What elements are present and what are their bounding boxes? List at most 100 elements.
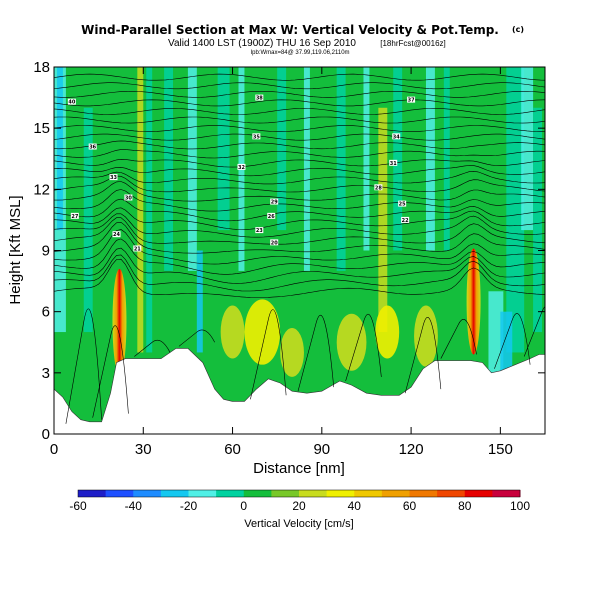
colorbar-tick-label: 20 [292,499,306,513]
colorbar-frame [77,489,521,498]
velocity-band [83,107,93,333]
chart-subtitle-note: [18hrFcst@0016z] [380,39,445,48]
contour-label-box [270,239,279,246]
contour-label-box [255,94,264,101]
theta-contour [54,217,545,245]
theta-contour [54,158,545,168]
colorbar-swatch [326,490,355,497]
colorbar-swatch [354,490,383,497]
plot-area: 40 38 37 36 35 34 33 32 31 30 29 28 27 26 25 24 23 22 21 20 [54,67,545,434]
theta-contour [54,125,545,132]
velocity-band [217,67,230,231]
contour-label-box [237,163,246,170]
velocity-band [393,67,403,251]
x-tick-label: 120 [399,441,424,458]
colorbar-tick-label: 80 [458,499,472,513]
theta-contour [54,149,545,159]
colorbar-tick-label: 100 [510,499,530,513]
contour-label-box [392,133,401,140]
velocity-blob [414,305,438,367]
theta-contour [54,73,545,81]
velocity-contour [134,339,171,357]
theta-contour [54,221,545,254]
y-tick-label: 12 [33,181,50,198]
velocity-band [196,250,203,353]
velocity-band [533,107,543,333]
chart-subtitle: Valid 1400 LST (1900Z) THU 16 Sep 2010 [168,38,356,49]
velocity-contour [92,325,129,418]
contour-label: 21 [134,246,141,252]
contour-label-box [267,212,276,219]
velocity-contour [440,319,477,359]
colorbar-swatch [78,490,107,497]
velocity-band [425,67,435,251]
terrain-fill [54,348,545,434]
contour-label-box [407,96,416,103]
contour-label-box [389,159,398,166]
velocity-blob [244,299,281,365]
velocity-band [488,291,504,373]
contour-label-box [67,98,76,105]
contour-label-box [112,231,121,238]
contour-label: 28 [375,185,382,191]
colorbar-tick-label: -40 [125,499,143,513]
contour-label: 24 [113,232,120,238]
colorbar-swatch [243,490,272,497]
contour-label: 38 [256,96,263,102]
contour-label-box [270,198,279,205]
colorbar-label: Vertical Velocity [cm/s] [244,518,353,530]
theta-contour [54,99,545,107]
theta-contour [54,133,545,141]
y-tick-label: 15 [33,120,50,137]
theta-contour [54,213,545,238]
velocity-blob [220,305,245,359]
velocity-band [378,107,388,333]
x-tick-label: 30 [135,441,152,458]
velocity-contour [65,308,102,424]
contour-label: 32 [238,165,245,171]
x-tick-label: 0 [50,441,58,458]
colorbar-swatch [271,490,300,497]
contour-label-box [401,216,410,223]
colorbar-swatch [133,490,162,497]
velocity-band [336,67,346,271]
updraft-core [466,248,481,355]
theta-contour [54,175,545,193]
velocity-band [277,67,287,231]
contour-label: 36 [89,145,96,151]
contour-label: 33 [110,175,117,181]
contour-label: 30 [125,195,132,201]
colorbar-swatch [160,490,189,497]
theta-contour [54,207,545,230]
contour-label: 34 [393,134,400,140]
contour-label-box [133,245,142,252]
contour-label-box [374,184,383,191]
velocity-band [521,67,534,231]
contour-label: 20 [271,240,278,246]
colorbar-swatch [492,490,521,497]
theta-contour [54,254,545,292]
contour-label: 27 [71,214,78,220]
velocity-contour [178,329,215,347]
velocity-blob [280,327,304,377]
colorbar-tick-label: -60 [69,499,87,513]
velocity-blob [375,305,400,359]
contour-label: 31 [390,161,397,167]
contour-label: 37 [408,98,415,104]
velocity-band [164,67,174,271]
y-tick-label: 3 [42,365,50,382]
contour-label-box [88,143,97,150]
colorbar-swatch [381,490,410,497]
x-tick-label: 60 [224,441,241,458]
theta-contour [54,238,545,275]
x-axis: 0 30 60 90 120 150 [50,67,513,458]
theta-contour [54,189,545,212]
contour-label: 25 [399,202,406,208]
contour-label: 29 [271,200,278,206]
colorbar-swatch [437,490,466,497]
contour-label: 26 [268,214,275,220]
contour-label: 35 [253,134,260,140]
y-tick-label: 9 [42,243,50,260]
theta-contour [54,108,545,115]
